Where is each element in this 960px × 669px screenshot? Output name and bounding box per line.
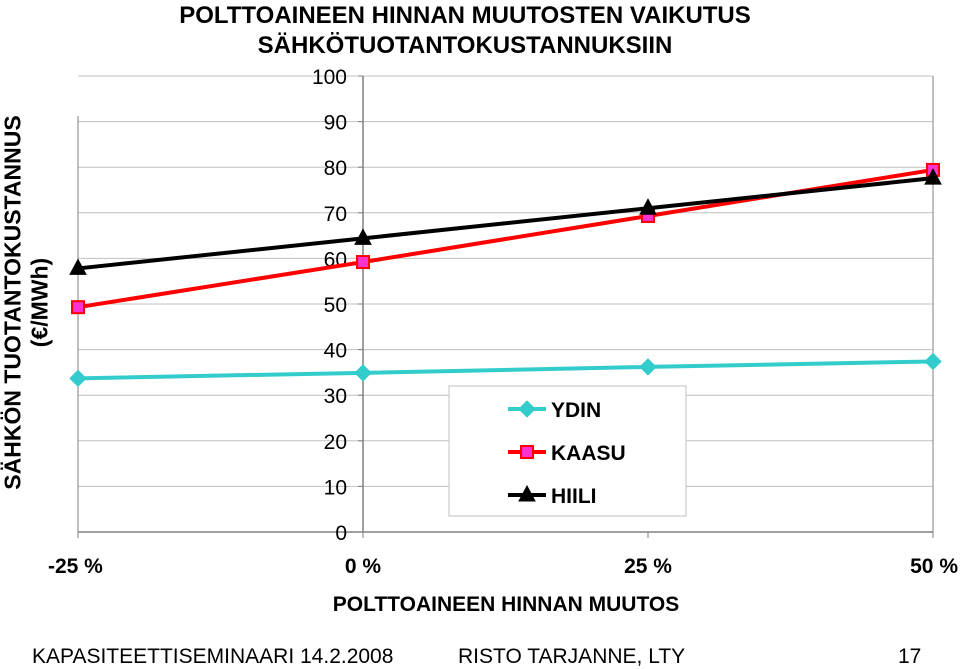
x-tick-label: 50 %	[910, 555, 958, 578]
data-point	[69, 258, 87, 275]
y-tick-label: 50	[324, 294, 347, 317]
x-tick-label: 0 %	[345, 555, 382, 578]
footer-author: RISTO TARJANNE, LTY	[458, 645, 686, 668]
y-tick-label: 40	[324, 340, 347, 363]
y-tick-label: 100	[312, 66, 347, 89]
legend-marker	[520, 445, 534, 459]
y-tick-label: 80	[324, 157, 347, 180]
x-tick-label: 25 %	[624, 555, 672, 578]
legend: YDIN KAASU HIILI	[448, 385, 687, 517]
data-point	[354, 364, 372, 382]
legend-marker	[518, 484, 536, 502]
chart-title-line-2: SÄHKÖTUOTANTOKUSTANNUKSIIN	[257, 32, 673, 59]
series-line	[77, 359, 934, 381]
data-point	[69, 369, 87, 388]
y-tick-label: 0	[335, 522, 347, 545]
y-tick-label: 70	[324, 203, 347, 226]
data-point	[354, 228, 372, 245]
series-line	[77, 176, 934, 271]
x-axis-label: POLTTOAINEEN HINNAN MUUTOS	[333, 593, 680, 616]
legend-label: YDIN	[551, 399, 601, 422]
data-point	[924, 352, 942, 371]
series-hiili	[69, 168, 942, 275]
y-tick-label: 30	[324, 385, 347, 408]
chart-title-line-1: POLTTOAINEEN HINNAN MUUTOSTEN VAIKUTUS	[179, 2, 751, 29]
data-point	[639, 198, 657, 215]
x-tick-label: -25 %	[48, 555, 103, 578]
y-tick-label: 10	[324, 476, 347, 499]
data-point	[71, 300, 85, 315]
series-kaasu	[71, 162, 940, 315]
legend-label: KAASU	[551, 442, 626, 465]
legend-box	[448, 385, 687, 517]
series-ydin	[69, 352, 942, 388]
footer-event: KAPASITEETTISEMINAARI 14.2.2008	[32, 645, 394, 668]
data-point	[356, 255, 370, 270]
y-tick-label: 90	[324, 112, 347, 135]
data-point	[639, 358, 657, 376]
y-tick-label: 20	[324, 431, 347, 454]
legend-marker	[518, 400, 536, 418]
legend-label: HIILI	[551, 485, 597, 508]
data-point	[924, 168, 942, 185]
footer-page-number: 17	[898, 645, 922, 668]
